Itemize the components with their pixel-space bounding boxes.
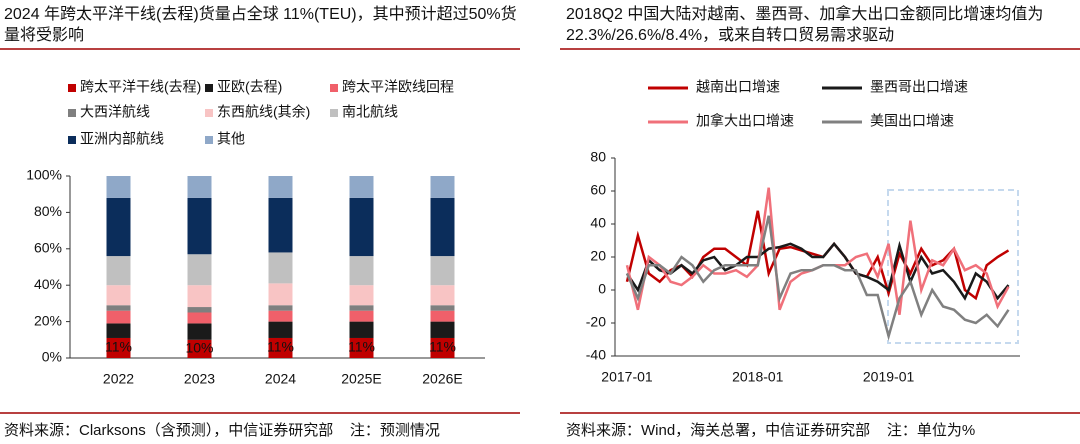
bar-segment: [268, 337, 293, 358]
bar-segment: [187, 312, 212, 324]
bar-segment: [268, 321, 293, 338]
series-line: [625, 187, 1010, 315]
bar-segment: [349, 256, 374, 286]
chart-title: 2024 年跨太平洋干线(去程)货量占全球 11%(TEU)，其中预计超过50%…: [4, 6, 517, 44]
y-tick-label: 60%: [34, 240, 62, 256]
bar-segment: [349, 176, 374, 198]
bar-segment: [430, 305, 455, 311]
source-note: 资料来源：Clarksons（含预测），中信证券研究部 注：预测情况: [4, 422, 440, 439]
y-tick-label: 20%: [34, 312, 62, 328]
bar-segment: [430, 256, 455, 286]
x-tick-label: 2017-01: [601, 369, 653, 385]
data-label: 11%: [267, 339, 294, 355]
bar-segment: [349, 321, 374, 338]
data-label: 11%: [348, 339, 375, 355]
bar-segment: [268, 305, 293, 311]
legend-label: 亚欧(去程): [217, 79, 282, 95]
bar-segment: [430, 310, 455, 322]
legend-label: 亚洲内部航线: [80, 131, 164, 147]
x-tick-label: 2019-01: [863, 369, 915, 385]
legend-label: 美国出口增速: [870, 113, 954, 129]
legend-label: 跨太平洋干线(去程): [80, 79, 201, 95]
bar-segment: [430, 176, 455, 198]
y-tick-label: 0%: [42, 349, 62, 365]
bar-segment: [430, 197, 455, 257]
bar-segment: [430, 285, 455, 306]
y-tick-label: 60: [590, 182, 606, 198]
legend-label: 加拿大出口增速: [696, 113, 794, 129]
bar-segment: [268, 176, 293, 198]
bar-segment: [268, 283, 293, 306]
bar-segment: [106, 323, 131, 338]
legend-swatch: [205, 109, 213, 117]
bar-segment: [187, 339, 212, 358]
chart-title: 2018Q2 中国大陆对越南、墨西哥、加拿大出口金额同比增速均值为 22.3%/…: [566, 6, 1044, 44]
legend-label: 跨太平洋欧线回程: [342, 79, 454, 95]
y-tick-label: 80: [590, 149, 606, 165]
bar-segment: [349, 310, 374, 322]
x-tick-label: 2023: [184, 371, 215, 387]
bar-segment: [430, 337, 455, 358]
legend-swatch: [205, 136, 213, 144]
bar-segment: [349, 337, 374, 358]
source-note: 资料来源：Wind，海关总署，中信证券研究部 注：单位为%: [566, 422, 976, 439]
bar-segment: [268, 310, 293, 322]
series-line: [625, 210, 1010, 301]
x-tick-label: 2018-01: [732, 369, 784, 385]
legend-swatch: [68, 109, 76, 117]
bar-segment: [106, 197, 131, 257]
bar-segment: [187, 197, 212, 255]
bar-segment: [106, 176, 131, 198]
bar-segment: [106, 256, 131, 286]
y-tick-label: -40: [586, 347, 606, 363]
legend-label: 南北航线: [342, 104, 398, 120]
x-tick-label: 2025E: [341, 371, 381, 387]
y-tick-label: 0: [598, 281, 606, 297]
bar-segment: [187, 176, 212, 198]
y-tick-label: 100%: [26, 167, 62, 183]
bar-segment: [268, 197, 293, 253]
y-tick-label: 40%: [34, 276, 62, 292]
data-label: 11%: [105, 339, 132, 355]
legend-swatch: [68, 84, 76, 92]
legend-swatch: [68, 136, 76, 144]
data-label: 10%: [185, 340, 213, 356]
bar-segment: [268, 252, 293, 284]
legend-label: 大西洋航线: [80, 104, 150, 120]
series-line: [625, 240, 1010, 301]
legend-label: 东西航线(其余): [217, 104, 310, 120]
y-tick-label: 20: [590, 248, 606, 264]
bar-segment: [349, 305, 374, 311]
legend-label: 其他: [217, 131, 245, 147]
bar-segment: [430, 321, 455, 338]
legend-swatch: [330, 109, 338, 117]
bar-segment: [349, 197, 374, 257]
bar-segment: [187, 285, 212, 308]
legend-swatch: [330, 84, 338, 92]
x-tick-label: 2026E: [422, 371, 462, 387]
x-tick-label: 2024: [265, 371, 296, 387]
legend-swatch: [205, 84, 213, 92]
legend-label: 墨西哥出口增速: [870, 79, 968, 95]
bar-segment: [106, 285, 131, 306]
x-tick-label: 2022: [103, 371, 134, 387]
bar-segment: [349, 285, 374, 306]
bar-segment: [106, 305, 131, 311]
y-tick-label: 40: [590, 215, 606, 231]
y-tick-label: -20: [586, 314, 606, 330]
bar-segment: [187, 254, 212, 286]
series-line: [625, 215, 1010, 341]
bar-segment: [187, 323, 212, 340]
bar-segment: [187, 307, 212, 313]
bar-segment: [106, 310, 131, 324]
data-label: 11%: [429, 339, 456, 355]
legend-label: 越南出口增速: [696, 79, 780, 95]
y-tick-label: 80%: [34, 203, 62, 219]
bar-segment: [106, 337, 131, 358]
highlight-box: [887, 189, 1019, 344]
